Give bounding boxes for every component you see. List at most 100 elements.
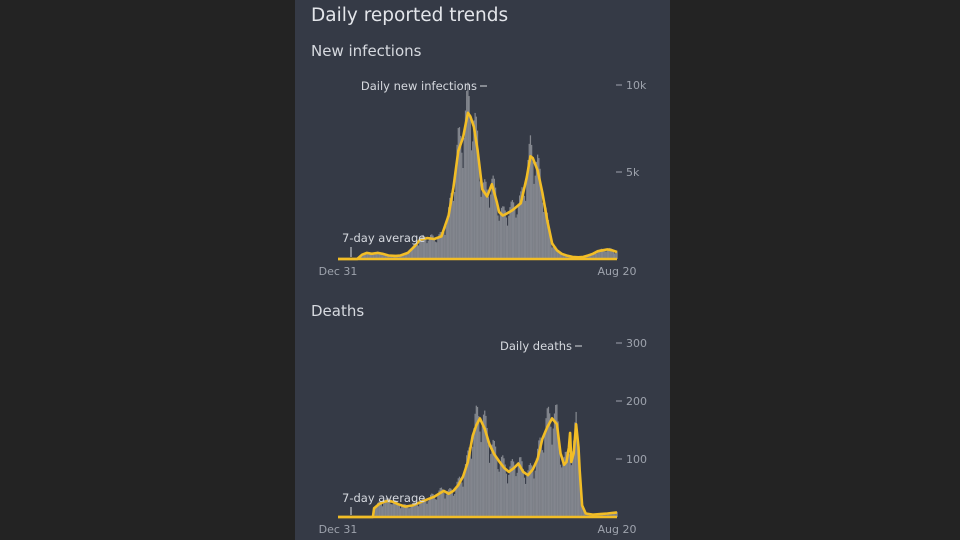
deaths-daily-bar <box>588 514 590 517</box>
deaths-daily-bar <box>562 460 564 517</box>
infections-daily-bar <box>472 141 474 259</box>
deaths-daily-bar <box>565 451 568 517</box>
infections-daily-bar <box>411 246 414 259</box>
deaths-daily-bar <box>493 440 495 517</box>
deaths-daily-bar <box>520 457 522 517</box>
deaths-y-tick-label: 100 <box>626 453 647 466</box>
infections-daily-bar <box>593 252 595 259</box>
infections-daily-bar <box>386 254 388 259</box>
deaths-daily-bar <box>579 477 581 517</box>
infections-daily-bar <box>611 249 613 259</box>
infections-daily-bar <box>605 251 607 259</box>
infections-daily-bar <box>401 255 403 259</box>
deaths-daily-bar <box>437 494 439 517</box>
infections-daily-bar <box>615 252 617 259</box>
infections-daily-bar <box>518 195 521 259</box>
infections-average-annotation: 7-day average <box>342 231 425 245</box>
deaths-daily-bar <box>448 489 450 517</box>
infections-daily-bar <box>612 251 615 259</box>
infections-daily-bar <box>478 154 480 259</box>
deaths-daily-bar <box>610 512 612 517</box>
infections-daily-bar <box>403 253 405 259</box>
deaths-daily-bar <box>532 471 534 517</box>
infections-daily-bar <box>397 255 399 259</box>
deaths-daily-bar <box>391 504 393 517</box>
deaths-daily-bar <box>409 507 411 517</box>
infections-daily-bar <box>379 252 381 259</box>
deaths-daily-bar <box>434 499 437 517</box>
infections-daily-bar <box>550 239 552 259</box>
deaths-daily-bar <box>431 493 433 517</box>
infections-daily-bar <box>553 245 556 259</box>
infections-daily-bar <box>452 200 455 259</box>
infections-daily-bar <box>361 254 363 259</box>
infections-daily-bar <box>503 206 505 259</box>
deaths-daily-bar <box>613 513 616 517</box>
infections-daily-bar <box>607 248 610 259</box>
infections-daily-bar <box>591 253 593 259</box>
deaths-daily-bar <box>494 446 497 517</box>
deaths-daily-bar <box>464 463 467 517</box>
infections-daily-bar <box>476 130 479 259</box>
deaths-daily-bar <box>508 474 510 517</box>
deaths-daily-bar <box>407 506 409 517</box>
deaths-daily-bar <box>461 482 463 517</box>
deaths-daily-bar <box>474 413 476 517</box>
infections-daily-bar <box>481 190 483 259</box>
infections-daily-bar <box>506 225 509 259</box>
infections-daily-bar <box>588 255 590 259</box>
deaths-daily-bar <box>523 477 526 517</box>
deaths-daily-bar <box>496 456 498 517</box>
deaths-daily-bar <box>463 475 465 517</box>
infections-daily-bar <box>467 82 469 259</box>
deaths-daily-bar <box>426 503 428 517</box>
deaths-daily-bar <box>551 444 553 517</box>
infections-daily-bar <box>534 175 536 259</box>
deaths-daily-bar <box>438 490 440 517</box>
infections-daily-bar <box>544 207 546 259</box>
deaths-daily-bar <box>514 467 516 517</box>
infections-daily-bar <box>510 201 512 259</box>
infections-daily-bar <box>502 206 504 259</box>
infections-daily-bar <box>421 235 423 259</box>
deaths-daily-bar <box>433 496 435 517</box>
infections-daily-bar <box>485 181 487 259</box>
infections-daily-bar <box>587 256 589 259</box>
infections-daily-bar <box>426 243 428 259</box>
deaths-daily-bar <box>537 448 539 517</box>
deaths-daily-bar <box>462 486 464 517</box>
deaths-daily-bar <box>468 447 470 517</box>
infections-daily-bar <box>420 237 422 259</box>
infections-daily-bar <box>458 127 461 260</box>
deaths-daily-bar <box>517 461 520 517</box>
infections-daily-bar <box>449 197 451 259</box>
infections-daily-bar <box>390 256 392 259</box>
deaths-daily-bar <box>569 454 571 517</box>
deaths-daily-bar <box>531 465 533 517</box>
deaths-daily-bar <box>444 498 446 517</box>
infections-daily-bar <box>504 210 506 259</box>
infections-x-tick-label-end: Aug 20 <box>598 265 637 278</box>
deaths-daily-bar <box>586 514 588 517</box>
infections-daily-bar <box>443 231 445 259</box>
infections-daily-bar <box>387 254 390 259</box>
deaths-daily-bar <box>389 500 391 517</box>
infections-daily-bar <box>525 200 527 259</box>
deaths-daily-bar <box>504 464 506 517</box>
infections-daily-bar <box>546 212 548 259</box>
infections-daily-bar <box>604 251 606 259</box>
deaths-daily-bar <box>383 503 385 517</box>
deaths-daily-bar <box>405 504 408 517</box>
infections-daily-annotation: Daily new infections <box>361 79 477 93</box>
infections-daily-bar <box>500 207 503 259</box>
deaths-daily-bar <box>486 427 488 517</box>
infections-daily-bar <box>425 239 427 259</box>
infections-daily-bar <box>549 229 551 259</box>
deaths-daily-bar <box>528 465 530 517</box>
infections-y-tick-label: 10k <box>626 79 647 92</box>
infections-daily-bar <box>558 251 560 259</box>
infections-daily-bar <box>592 252 594 259</box>
infections-daily-bar <box>539 168 541 259</box>
deaths-daily-bar <box>480 442 482 517</box>
infections-chart: 10k 5k Dec 31 Aug 20 Daily new infections 7-d… <box>319 79 647 278</box>
